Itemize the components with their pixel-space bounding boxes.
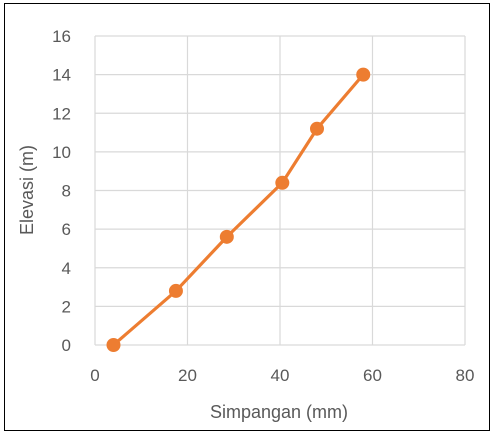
data-point bbox=[310, 121, 324, 136]
x-tick-label: 80 bbox=[456, 366, 475, 385]
y-tick-label: 0 bbox=[62, 336, 71, 355]
x-tick-labels: 0 20 40 60 80 bbox=[90, 366, 474, 385]
y-axis-title: Elevasi (m) bbox=[17, 145, 37, 235]
y-tick-label: 14 bbox=[52, 66, 71, 85]
y-tick-label: 12 bbox=[52, 104, 71, 123]
x-tick-label: 0 bbox=[90, 366, 99, 385]
series-line bbox=[111, 73, 365, 347]
y-tick-label: 6 bbox=[62, 220, 71, 239]
data-series bbox=[106, 67, 371, 352]
data-point bbox=[168, 283, 183, 298]
x-tick-label: 60 bbox=[363, 366, 382, 385]
data-point bbox=[275, 175, 290, 190]
y-tick-label: 8 bbox=[62, 182, 71, 201]
y-tick-label: 16 bbox=[52, 27, 71, 46]
y-tick-label: 10 bbox=[52, 143, 71, 162]
data-point bbox=[106, 338, 121, 352]
x-axis-title: Simpangan (mm) bbox=[210, 402, 348, 422]
x-tick-label: 40 bbox=[271, 366, 290, 385]
y-tick-label: 4 bbox=[62, 259, 71, 278]
x-tick-label: 20 bbox=[178, 366, 197, 385]
grid-lines bbox=[94, 35, 466, 346]
data-point bbox=[356, 67, 371, 82]
y-tick-label: 2 bbox=[62, 297, 71, 316]
y-tick-labels: 0 2 4 6 8 10 12 14 16 bbox=[52, 27, 71, 355]
data-point bbox=[219, 229, 234, 244]
